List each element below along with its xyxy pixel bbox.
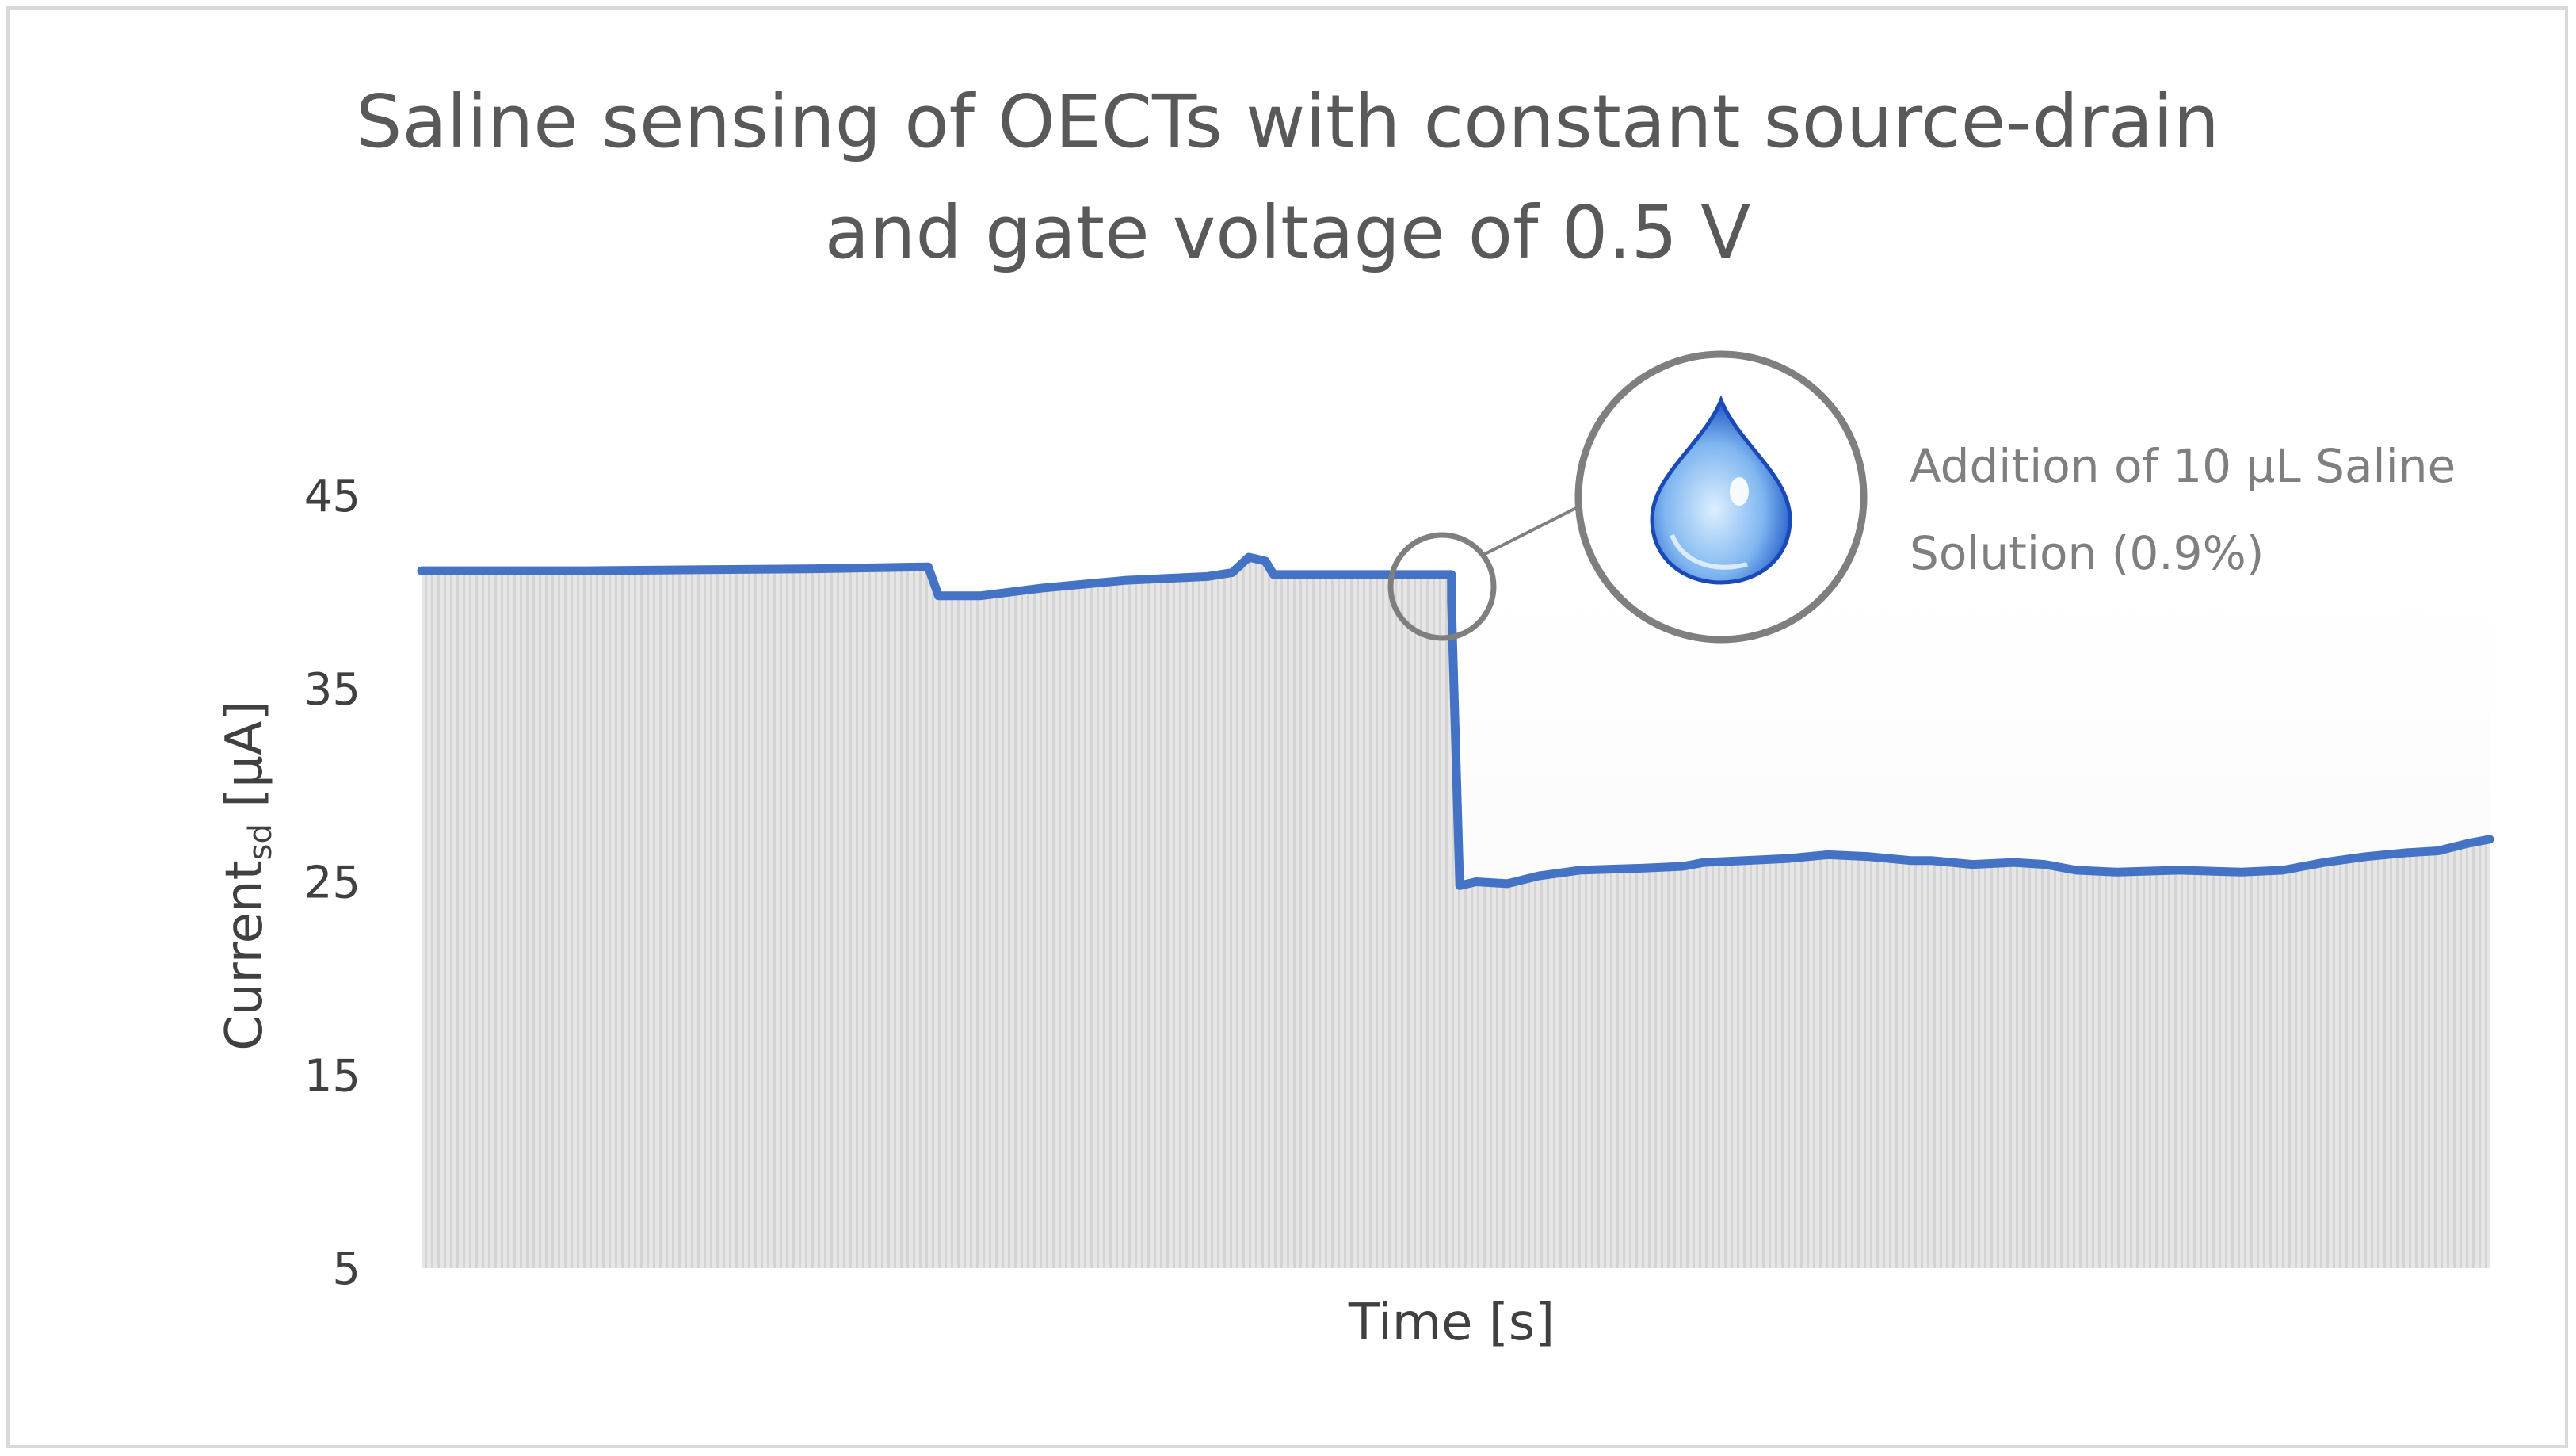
x-axis-title: Time [s] [1348,1294,1555,1352]
annotation-text-line-2: Solution (0.9%) [1910,526,2264,580]
annotation-target-circle [1387,532,1497,641]
chart-title-line-2: and gate voltage of 0.5 V [825,190,1750,275]
water-drop-icon [1650,395,1792,585]
y-tick-label: 5 [332,1244,361,1295]
y-tick-label: 15 [304,1050,361,1102]
y-axis-title-subscript: sd [242,824,279,860]
y-axis-title-main: Current [216,860,274,1050]
y-axis-title: Currentsd [µA] [216,701,279,1050]
annotation-text-line-1: Addition of 10 µL Saline [1910,439,2456,493]
series-line [417,552,2494,890]
chart-title-line-1: Saline sensing of OECTs with constant so… [356,79,2219,164]
y-tick-label: 45 [304,471,361,522]
series-area [422,557,2490,1268]
area-layer [422,557,2490,1268]
annotation: Addition of 10 µL Saline Solution (0.9%) [1387,350,2456,644]
y-axis-ticks: 45 35 25 15 5 [304,471,361,1295]
y-tick-label: 25 [304,858,361,909]
y-axis-title-unit: [µA] [216,701,274,824]
annotation-connector-line [1483,504,1582,556]
line-layer [417,552,2494,890]
y-tick-label: 35 [304,664,361,716]
